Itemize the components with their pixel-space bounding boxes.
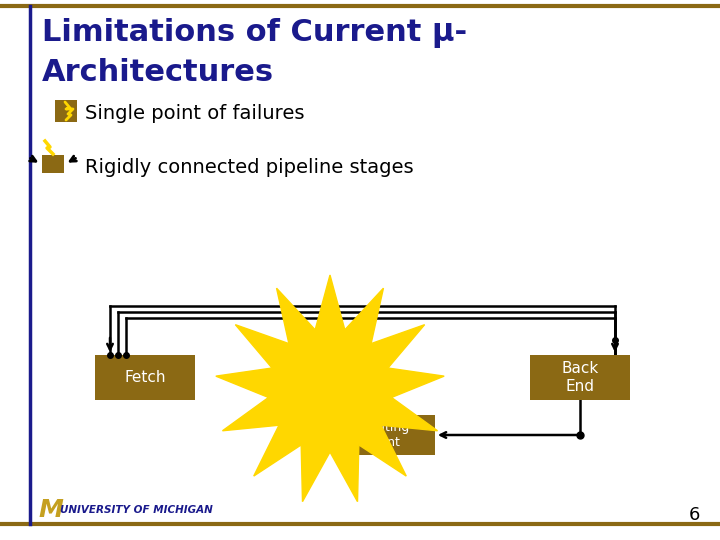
Text: 6: 6 <box>688 506 700 524</box>
Text: Limitations of Current μ-: Limitations of Current μ- <box>42 18 467 48</box>
Text: Floating
Point: Floating Point <box>360 421 410 449</box>
FancyBboxPatch shape <box>335 415 435 455</box>
FancyBboxPatch shape <box>95 355 195 400</box>
Text: Back
End: Back End <box>562 361 598 394</box>
Text: Single point of failures: Single point of failures <box>85 104 305 123</box>
Text: Fetch: Fetch <box>125 370 166 385</box>
Text: Rigidly connected pipeline stages: Rigidly connected pipeline stages <box>85 158 413 177</box>
FancyBboxPatch shape <box>42 155 64 173</box>
FancyBboxPatch shape <box>55 100 77 122</box>
Text: UNIVERSITY OF MICHIGAN: UNIVERSITY OF MICHIGAN <box>60 505 212 515</box>
Text: M: M <box>38 498 63 522</box>
Text: Architectures: Architectures <box>42 58 274 87</box>
Polygon shape <box>216 275 444 502</box>
FancyBboxPatch shape <box>530 355 630 400</box>
